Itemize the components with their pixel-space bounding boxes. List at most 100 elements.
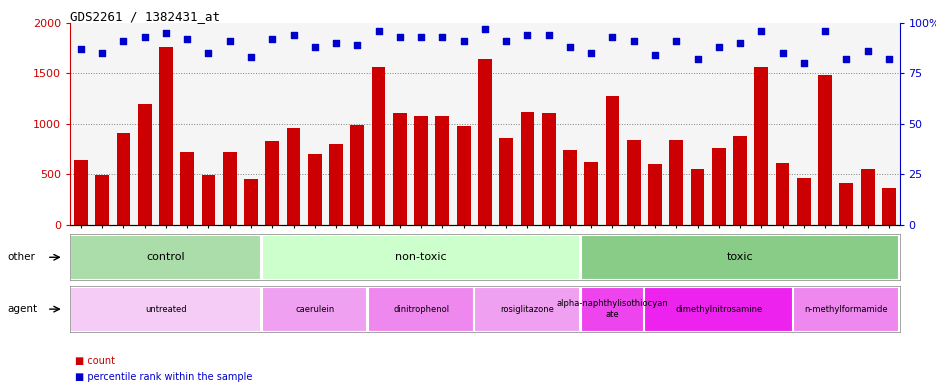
- Point: [583, 50, 598, 56]
- Bar: [474, 287, 578, 331]
- Text: GDS2261 / 1382431_at: GDS2261 / 1382431_at: [70, 10, 220, 23]
- Text: ■ percentile rank within the sample: ■ percentile rank within the sample: [75, 372, 252, 382]
- Bar: [839, 183, 853, 225]
- Bar: [286, 128, 300, 225]
- Bar: [435, 116, 448, 225]
- Bar: [797, 178, 810, 225]
- Bar: [261, 287, 366, 331]
- Bar: [520, 112, 534, 225]
- Point: [710, 44, 725, 50]
- Text: dinitrophenol: dinitrophenol: [392, 305, 448, 314]
- Point: [732, 40, 747, 46]
- Point: [137, 34, 152, 40]
- Bar: [711, 148, 724, 225]
- Point: [222, 38, 237, 44]
- Point: [285, 32, 300, 38]
- Text: toxic: toxic: [726, 252, 753, 262]
- Point: [476, 26, 491, 32]
- Point: [434, 34, 449, 40]
- Bar: [180, 152, 194, 225]
- Point: [541, 32, 556, 38]
- Bar: [881, 189, 895, 225]
- Bar: [626, 140, 640, 225]
- Bar: [201, 175, 215, 225]
- Bar: [70, 287, 259, 331]
- Text: ■ count: ■ count: [75, 356, 115, 366]
- Bar: [563, 150, 577, 225]
- Point: [200, 50, 215, 56]
- Bar: [350, 125, 364, 225]
- Bar: [456, 126, 470, 225]
- Point: [647, 52, 662, 58]
- Bar: [414, 116, 428, 225]
- Text: other: other: [7, 252, 36, 262]
- Bar: [265, 141, 279, 225]
- Point: [349, 42, 364, 48]
- Text: control: control: [147, 252, 185, 262]
- Bar: [244, 179, 257, 225]
- Text: alpha-naphthylisothiocyan
ate: alpha-naphthylisothiocyan ate: [556, 300, 667, 319]
- Bar: [775, 163, 789, 225]
- Point: [519, 32, 534, 38]
- Point: [73, 46, 88, 52]
- Bar: [668, 140, 682, 225]
- Bar: [74, 160, 88, 225]
- Bar: [95, 175, 109, 225]
- Text: untreated: untreated: [145, 305, 186, 314]
- Bar: [499, 138, 513, 225]
- Point: [180, 36, 195, 42]
- Bar: [477, 60, 491, 225]
- Point: [668, 38, 683, 44]
- Bar: [308, 154, 321, 225]
- Point: [859, 48, 874, 55]
- Bar: [793, 287, 897, 331]
- Point: [95, 50, 110, 56]
- Point: [116, 38, 131, 44]
- Bar: [159, 47, 172, 225]
- Bar: [372, 68, 385, 225]
- Bar: [368, 287, 472, 331]
- Point: [307, 44, 322, 50]
- Bar: [584, 162, 597, 225]
- Bar: [116, 133, 130, 225]
- Point: [498, 38, 513, 44]
- Bar: [580, 235, 897, 280]
- Bar: [261, 235, 578, 280]
- Bar: [648, 164, 661, 225]
- Text: caerulein: caerulein: [295, 305, 334, 314]
- Point: [243, 54, 258, 60]
- Bar: [580, 287, 642, 331]
- Point: [625, 38, 640, 44]
- Point: [456, 38, 471, 44]
- Bar: [860, 169, 873, 225]
- Bar: [329, 144, 343, 225]
- Point: [392, 34, 407, 40]
- Text: rosiglitazone: rosiglitazone: [500, 305, 554, 314]
- Text: agent: agent: [7, 304, 37, 314]
- Point: [838, 56, 853, 63]
- Bar: [753, 68, 768, 225]
- Bar: [605, 96, 619, 225]
- Bar: [690, 169, 704, 225]
- Point: [796, 60, 811, 66]
- Bar: [541, 113, 555, 225]
- Text: n-methylformamide: n-methylformamide: [804, 305, 887, 314]
- Point: [774, 50, 789, 56]
- Bar: [644, 287, 791, 331]
- Point: [371, 28, 386, 34]
- Point: [329, 40, 344, 46]
- Point: [881, 56, 896, 63]
- Bar: [732, 136, 746, 225]
- Point: [605, 34, 620, 40]
- Bar: [392, 113, 406, 225]
- Text: non-toxic: non-toxic: [395, 252, 446, 262]
- Bar: [70, 235, 259, 280]
- Bar: [223, 152, 237, 225]
- Point: [689, 56, 704, 63]
- Text: dimethylnitrosamine: dimethylnitrosamine: [675, 305, 762, 314]
- Point: [158, 30, 173, 36]
- Bar: [138, 104, 152, 225]
- Point: [265, 36, 280, 42]
- Point: [413, 34, 428, 40]
- Point: [562, 44, 577, 50]
